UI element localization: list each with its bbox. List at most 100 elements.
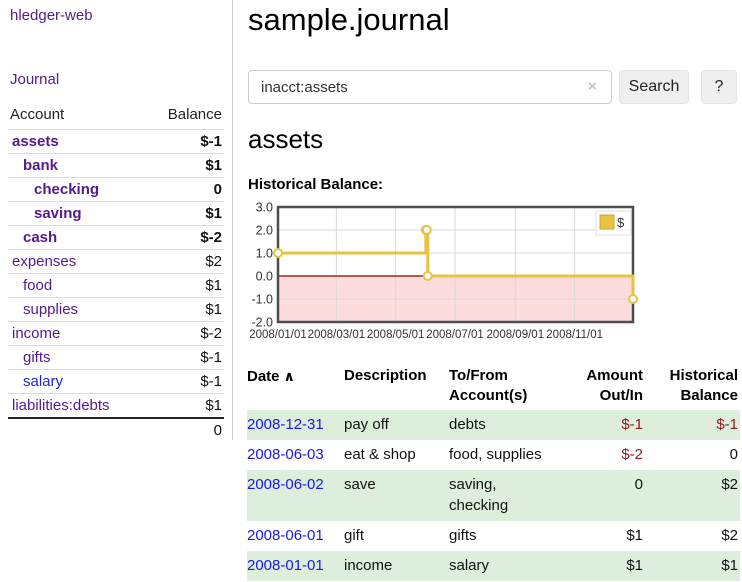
register-amount-cell: $-1 [621, 416, 643, 433]
account-balance: $-1 [145, 369, 224, 394]
accounts-total-spacer [8, 417, 146, 442]
balance-column-header: Historical Balance [669, 367, 738, 404]
sidebar-account-link[interactable]: checking [34, 181, 100, 198]
register-row: 2008-01-01 income salary $1 $1 [247, 551, 740, 581]
register-accounts-cell: gifts [449, 527, 477, 544]
account-balance: $1 [145, 153, 224, 178]
transaction-date-link[interactable]: 2008-06-02 [247, 476, 324, 493]
accounts-table-body: assets $-1 bank $1 checking 0 saving $1 cash $-2 e… [8, 129, 224, 418]
register-accounts-cell: food, supplies [449, 446, 542, 463]
app-brand-link[interactable]: hledger-web [10, 7, 93, 24]
account-row: food $1 [8, 273, 224, 298]
transaction-date-link[interactable]: 2008-06-01 [247, 527, 324, 544]
register-date-cell[interactable]: 2008-01-01 [247, 551, 344, 581]
svg-text:2008/03/01: 2008/03/01 [308, 329, 366, 341]
accounts-total-value: 0 [145, 417, 224, 442]
register-table: Date ∧ Description To/From Account(s) Amo… [247, 364, 740, 581]
account-row: liabilities:debts $1 [8, 393, 224, 418]
sidebar: hledger-web Journal Account Balance asse… [0, 0, 232, 582]
register-balance-cell: $2 [721, 476, 738, 493]
register-description-cell: income [344, 557, 393, 574]
register-accounts-cell: saving, checking [449, 476, 509, 514]
register-amount-cell: $1 [626, 557, 643, 574]
sidebar-divider [232, 0, 233, 440]
sidebar-account-link[interactable]: saving [34, 205, 82, 222]
account-row: cash $-2 [8, 225, 224, 250]
svg-text:3.0: 3.0 [256, 202, 273, 215]
account-balance: $-1 [145, 129, 224, 154]
register-amount-cell: $1 [626, 527, 643, 544]
description-column-header: Description [344, 367, 427, 384]
accounts-table-header: Account Balance [8, 102, 224, 130]
svg-text:-2.0: -2.0 [251, 316, 273, 330]
account-row: gifts $-1 [8, 345, 224, 370]
register-row: 2008-06-01 gift gifts $1 $2 [247, 521, 740, 551]
search-input[interactable] [248, 70, 612, 104]
clear-search-icon[interactable]: × [588, 78, 597, 95]
register-date-cell[interactable]: 2008-12-31 [247, 410, 344, 440]
register-date-cell[interactable]: 2008-06-03 [247, 440, 344, 470]
register-amount-cell: 0 [634, 476, 643, 493]
sidebar-account-link[interactable]: bank [23, 157, 59, 174]
account-column-header: Account [10, 106, 65, 123]
account-row: salary $-1 [8, 369, 224, 394]
sidebar-item-journal[interactable]: Journal [10, 71, 60, 88]
accounts-table: Account Balance assets $-1 bank $1 checking 0… [8, 102, 224, 442]
register-accounts-cell: debts [449, 416, 486, 433]
register-row: 2008-06-02 save saving, checking 0 $2 [247, 470, 740, 521]
register-description-cell: gift [344, 527, 365, 544]
sidebar-account-link[interactable]: expenses [12, 253, 77, 270]
svg-text:2008/01/01: 2008/01/01 [249, 329, 307, 341]
register-description-cell: pay off [344, 416, 389, 433]
sidebar-account-link[interactable]: gifts [23, 349, 51, 366]
account-row: bank $1 [8, 153, 224, 178]
sidebar-account-link[interactable]: assets [12, 133, 59, 150]
register-accounts-cell: salary [449, 557, 490, 574]
svg-text:2008/11/01: 2008/11/01 [546, 329, 603, 341]
transaction-date-link[interactable]: 2008-06-03 [247, 446, 324, 463]
svg-text:2.0: 2.0 [256, 224, 273, 238]
search-button[interactable]: Search [619, 70, 689, 104]
register-balance-cell: $-1 [716, 416, 738, 433]
chart-label: Historical Balance: [248, 176, 384, 193]
account-heading: assets [248, 124, 324, 154]
register-description-cell: save [344, 476, 376, 493]
transaction-date-link[interactable]: 2008-12-31 [247, 416, 324, 433]
sidebar-account-link[interactable]: food [23, 277, 53, 294]
account-balance: 0 [145, 177, 224, 202]
sidebar-account-link[interactable]: liabilities:debts [12, 397, 110, 414]
register-header-row: Date ∧ Description To/From Account(s) Amo… [247, 364, 740, 410]
account-balance: $-1 [145, 345, 224, 370]
historical-balance-chart: $3.0 2.0 1.0 0.0 -1.0 -2.0 2008/01/01 2008/03/0… [240, 201, 700, 352]
transaction-date-link[interactable]: 2008-01-01 [247, 557, 324, 574]
amount-column-header: Amount Out/In [586, 367, 643, 404]
account-row: income $-2 [8, 321, 224, 346]
account-balance: $1 [145, 201, 224, 226]
svg-text:1.0: 1.0 [256, 247, 273, 261]
account-balance: $1 [145, 273, 224, 298]
svg-text:$: $ [617, 215, 625, 230]
sort-ascending-icon: ∧ [283, 368, 295, 384]
account-balance: $-2 [145, 321, 224, 346]
help-button[interactable]: ? [701, 70, 737, 104]
svg-text:0.0: 0.0 [256, 270, 273, 284]
register-date-cell[interactable]: 2008-06-02 [247, 470, 344, 521]
register-balance-cell: $2 [721, 527, 738, 544]
register-balance-cell: $1 [721, 557, 738, 574]
register-row: 2008-12-31 pay off debts $-1 $-1 [247, 410, 740, 440]
sidebar-account-link[interactable]: salary [23, 373, 64, 390]
register-amount-cell: $-2 [621, 446, 643, 463]
page-title: sample.journal [248, 2, 450, 37]
sidebar-account-link[interactable]: supplies [23, 301, 79, 318]
register-balance-cell: 0 [729, 446, 738, 463]
balance-column-header: Balance [167, 106, 222, 123]
account-row: checking 0 [8, 177, 224, 202]
sidebar-account-link[interactable]: cash [23, 229, 58, 246]
account-balance: $1 [145, 297, 224, 322]
register-date-cell[interactable]: 2008-06-01 [247, 521, 344, 551]
svg-text:2008/07/01: 2008/07/01 [426, 329, 484, 341]
account-row: supplies $1 [8, 297, 224, 322]
sidebar-account-link[interactable]: income [12, 325, 61, 342]
date-column-header[interactable]: Date ∧ [247, 368, 295, 385]
account-row: saving $1 [8, 201, 224, 226]
